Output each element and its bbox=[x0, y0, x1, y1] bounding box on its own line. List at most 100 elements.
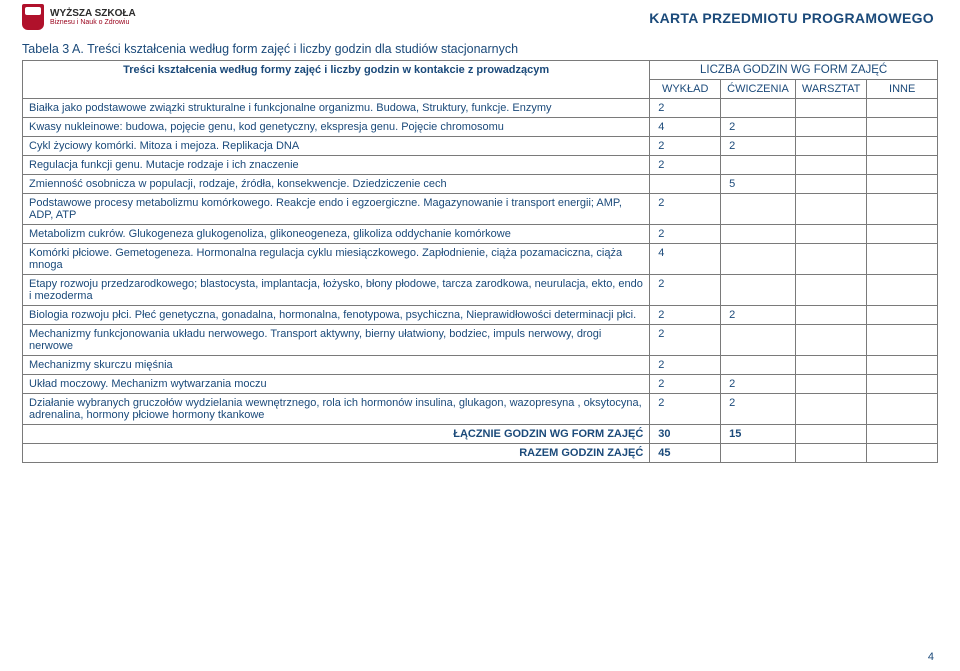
row-val: 2 bbox=[650, 137, 721, 156]
table-row: Podstawowe procesy metabolizmu komórkowe… bbox=[23, 194, 938, 225]
table-row: Mechanizmy funkcjonowania układu nerwowe… bbox=[23, 325, 938, 356]
page-number: 4 bbox=[928, 651, 934, 663]
row-val bbox=[795, 194, 866, 225]
row-val: 2 bbox=[650, 225, 721, 244]
row-val: 2 bbox=[650, 99, 721, 118]
row-topic: Biologia rozwoju płci. Płeć genetyczna, … bbox=[23, 306, 650, 325]
row-val: 2 bbox=[721, 394, 796, 425]
row-val bbox=[867, 194, 938, 225]
logo: WYŻSZA SZKOŁA Biznesu i Nauk o Zdrowiu bbox=[22, 4, 136, 30]
row-val bbox=[795, 99, 866, 118]
row-val bbox=[867, 137, 938, 156]
row-val bbox=[795, 375, 866, 394]
header-title: KARTA PRZEDMIOTU PROGRAMOWEGO bbox=[649, 10, 934, 26]
row-val: 2 bbox=[650, 306, 721, 325]
content-table: Treści kształcenia według formy zajęć i … bbox=[22, 60, 938, 463]
logo-line1: WYŻSZA SZKOŁA bbox=[50, 9, 136, 19]
row-val: 5 bbox=[721, 175, 796, 194]
row-topic: Podstawowe procesy metabolizmu komórkowe… bbox=[23, 194, 650, 225]
row-val bbox=[795, 175, 866, 194]
row-val: 2 bbox=[721, 306, 796, 325]
sum1-c1: 15 bbox=[721, 425, 796, 444]
row-val bbox=[867, 306, 938, 325]
shield-icon bbox=[22, 4, 44, 30]
table-row: Regulacja funkcji genu. Mutacje rodzaje … bbox=[23, 156, 938, 175]
row-topic: Układ moczowy. Mechanizm wytwarzania moc… bbox=[23, 375, 650, 394]
row-val bbox=[795, 275, 866, 306]
row-val bbox=[721, 99, 796, 118]
row-topic: Cykl życiowy komórki. Mitoza i mejoza. R… bbox=[23, 137, 650, 156]
row-val: 2 bbox=[721, 118, 796, 137]
col-h-3: INNE bbox=[867, 80, 938, 99]
col-h-1: ĆWICZENIA bbox=[721, 80, 796, 99]
row-val bbox=[795, 225, 866, 244]
sum2-c1 bbox=[721, 444, 796, 463]
row-topic: Regulacja funkcji genu. Mutacje rodzaje … bbox=[23, 156, 650, 175]
row-topic: Etapy rozwoju przedzarodkowego; blastocy… bbox=[23, 275, 650, 306]
row-val bbox=[867, 375, 938, 394]
row-val bbox=[721, 325, 796, 356]
row-val: 2 bbox=[650, 156, 721, 175]
col-h-0: WYKŁAD bbox=[650, 80, 721, 99]
row-val bbox=[721, 356, 796, 375]
row-val bbox=[867, 325, 938, 356]
row-topic: Działanie wybranych gruczołów wydzielani… bbox=[23, 394, 650, 425]
table-row: Komórki płciowe. Gemetogeneza. Hormonaln… bbox=[23, 244, 938, 275]
row-val bbox=[867, 118, 938, 137]
table-row: Metabolizm cukrów. Glukogeneza glukogeno… bbox=[23, 225, 938, 244]
row-val: 2 bbox=[650, 394, 721, 425]
sum1-label: ŁĄCZNIE GODZIN WG FORM ZAJĘĆ bbox=[23, 425, 650, 444]
row-val bbox=[721, 275, 796, 306]
row-val bbox=[867, 394, 938, 425]
row-topic: Metabolizm cukrów. Glukogeneza glukogeno… bbox=[23, 225, 650, 244]
row-val bbox=[795, 118, 866, 137]
sum2-c2 bbox=[795, 444, 866, 463]
row-val bbox=[867, 175, 938, 194]
row-val: 4 bbox=[650, 244, 721, 275]
row-val bbox=[721, 244, 796, 275]
row-val: 2 bbox=[650, 325, 721, 356]
sum1-c2 bbox=[795, 425, 866, 444]
row-topic: Mechanizmy skurczu mięśnia bbox=[23, 356, 650, 375]
row-val bbox=[795, 394, 866, 425]
row-topic: Białka jako podstawowe związki struktura… bbox=[23, 99, 650, 118]
row-val bbox=[795, 156, 866, 175]
row-val bbox=[721, 156, 796, 175]
row-val bbox=[867, 244, 938, 275]
col-h-2: WARSZTAT bbox=[795, 80, 866, 99]
row-topic: Kwasy nukleinowe: budowa, pojęcie genu, … bbox=[23, 118, 650, 137]
sum2-c0: 45 bbox=[650, 444, 721, 463]
table-row: Zmienność osobnicza w populacji, rodzaje… bbox=[23, 175, 938, 194]
row-val: 4 bbox=[650, 118, 721, 137]
row-val bbox=[721, 225, 796, 244]
logo-line2: Biznesu i Nauk o Zdrowiu bbox=[50, 19, 136, 26]
sum2-c3 bbox=[867, 444, 938, 463]
row-val: 2 bbox=[650, 275, 721, 306]
sum2-label: RAZEM GODZIN ZAJĘĆ bbox=[23, 444, 650, 463]
table-row: Cykl życiowy komórki. Mitoza i mejoza. R… bbox=[23, 137, 938, 156]
row-val bbox=[795, 137, 866, 156]
table-row: Biologia rozwoju płci. Płeć genetyczna, … bbox=[23, 306, 938, 325]
row-topic: Mechanizmy funkcjonowania układu nerwowe… bbox=[23, 325, 650, 356]
row-val bbox=[867, 156, 938, 175]
row-val: 2 bbox=[721, 137, 796, 156]
row-topic: Komórki płciowe. Gemetogeneza. Hormonaln… bbox=[23, 244, 650, 275]
sum1-c0: 30 bbox=[650, 425, 721, 444]
row-val bbox=[721, 194, 796, 225]
row-topic: Zmienność osobnicza w populacji, rodzaje… bbox=[23, 175, 650, 194]
row-val: 2 bbox=[650, 375, 721, 394]
table-caption: Tabela 3 A. Treści kształcenia według fo… bbox=[22, 42, 518, 56]
row-val bbox=[650, 175, 721, 194]
row-val bbox=[795, 244, 866, 275]
table-row: Układ moczowy. Mechanizm wytwarzania moc… bbox=[23, 375, 938, 394]
row-val bbox=[795, 325, 866, 356]
row-val bbox=[867, 275, 938, 306]
row-val bbox=[795, 356, 866, 375]
table-row: Białka jako podstawowe związki struktura… bbox=[23, 99, 938, 118]
row-val bbox=[795, 306, 866, 325]
row-val: 2 bbox=[650, 356, 721, 375]
row-val: 2 bbox=[721, 375, 796, 394]
table-row: Kwasy nukleinowe: budowa, pojęcie genu, … bbox=[23, 118, 938, 137]
col-group-header: LICZBA GODZIN WG FORM ZAJĘĆ bbox=[650, 61, 938, 80]
row-val bbox=[867, 225, 938, 244]
